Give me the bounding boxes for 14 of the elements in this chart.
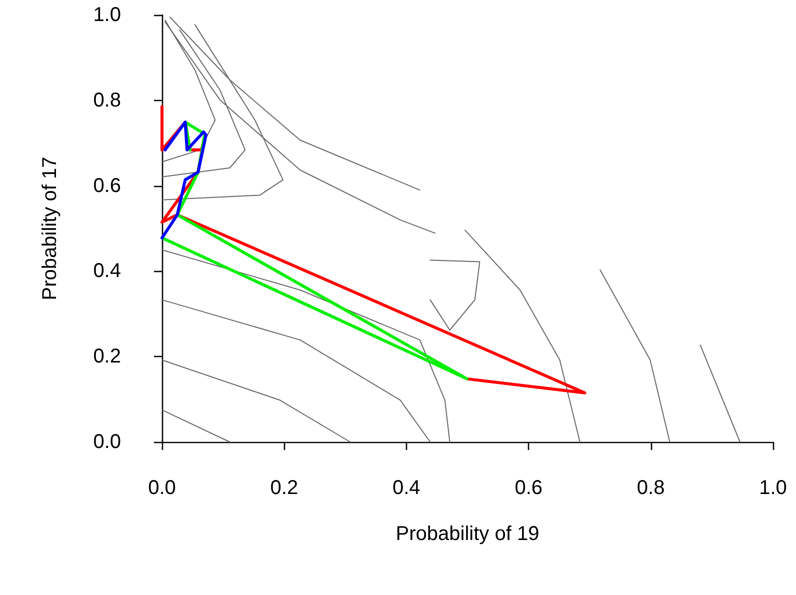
y-tick-label: 0.6	[93, 174, 121, 197]
y-tick-label: 1.0	[93, 4, 121, 26]
x-tick-label: 1.0	[759, 477, 787, 499]
y-tick-label: 0.8	[93, 89, 121, 112]
x-tick-label: 0.4	[392, 477, 420, 499]
x-tick-label: 0.6	[514, 477, 543, 499]
y-tick-label: 0.4	[93, 260, 121, 282]
y-axis-title: Probability of 17	[39, 156, 61, 300]
x-axis-title: Probability of 19	[396, 523, 540, 545]
y-tick-label: 0.2	[93, 346, 121, 368]
x-tick-label: 0.0	[148, 477, 176, 499]
x-tick-label: 0.2	[270, 477, 298, 499]
x-tick-label: 0.8	[636, 477, 665, 499]
y-tick-label: 0.0	[93, 431, 121, 453]
